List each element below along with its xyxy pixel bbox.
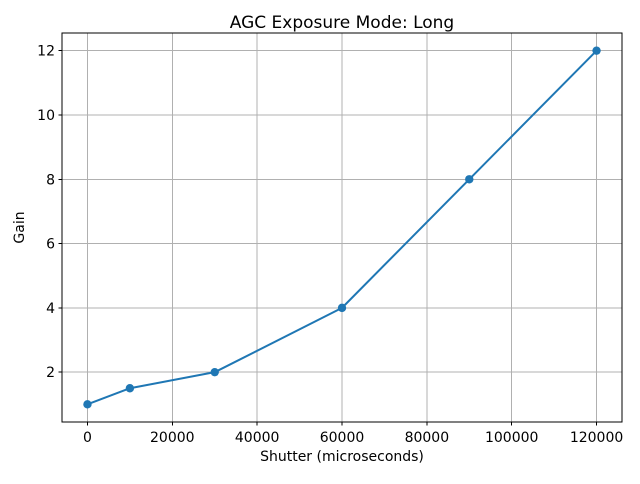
axis-layer: 0 20000 40000 60000 80000 100000 120000 2 4 6 8 10 1… [37, 32, 623, 446]
y-tick-label: 12 [37, 44, 55, 60]
x-tick-label: 40000 [235, 430, 280, 446]
y-tick-label: 8 [46, 172, 55, 188]
x-axis-label: Shutter (microseconds) [260, 449, 424, 465]
y-tick-label: 10 [37, 108, 55, 124]
y-axis-label: Gain [12, 211, 28, 243]
y-tick-label: 2 [46, 365, 55, 381]
data-point [125, 384, 135, 393]
x-tick-label: 20000 [150, 430, 195, 446]
y-tick-label: 4 [46, 301, 55, 317]
x-tick-label: 120000 [570, 430, 623, 446]
grid-layer [62, 33, 622, 422]
data-point [592, 46, 601, 55]
x-tick-label: 100000 [485, 430, 538, 446]
data-line [86, 49, 598, 406]
x-tick-label: 60000 [320, 430, 365, 446]
chart-title: AGC Exposure Mode: Long [230, 13, 454, 33]
data-series-layer [83, 46, 601, 409]
x-tick-label: 80000 [405, 430, 450, 446]
y-tick-label: 6 [46, 237, 55, 253]
data-point [465, 175, 474, 184]
data-point [83, 400, 92, 409]
x-tick-label: 0 [83, 430, 92, 446]
data-point [337, 303, 347, 313]
data-point [210, 367, 219, 377]
